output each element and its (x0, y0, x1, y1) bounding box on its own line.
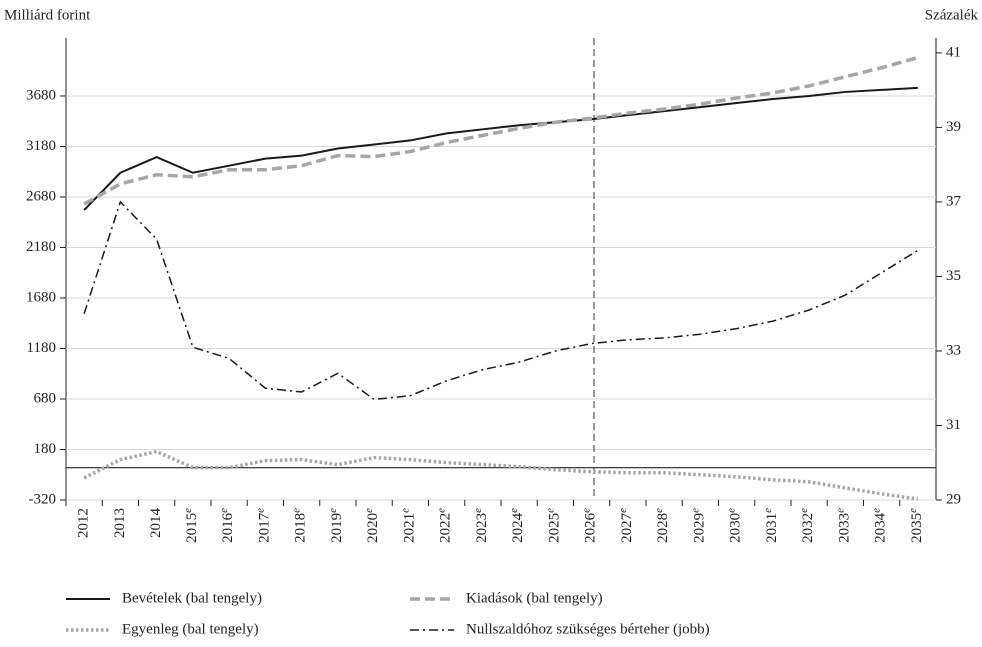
y2-tick-label: 35 (946, 268, 961, 284)
x-tick-label: 2030e (725, 508, 744, 543)
y2-tick-label: 29 (946, 491, 961, 507)
y-tick-label: 1180 (27, 340, 56, 356)
x-tick-label: 2024e (508, 508, 527, 543)
y-tick-label: 1680 (26, 289, 56, 305)
x-tick-label: 2014 (148, 508, 164, 539)
x-tick-label: 2015e (181, 508, 200, 543)
y2-axis-label: Százalék (925, 7, 979, 23)
x-tick-label: 2020e (363, 508, 382, 543)
y-tick-label: 680 (34, 390, 57, 406)
legend-label: Nullszaldóhoz szükséges bérteher (jobb) (466, 621, 710, 637)
y-tick-label: 3180 (26, 138, 56, 154)
legend-label: Bevételek (bal tengely) (122, 590, 262, 606)
y-tick-label: 2680 (26, 188, 56, 204)
y-tick-label: 3680 (26, 87, 56, 103)
x-tick-label: 2017e (254, 508, 273, 543)
x-tick-label: 2025e (544, 508, 563, 543)
legend-label: Egyenleg (bal tengely) (122, 621, 259, 637)
x-tick-label: 2029e (689, 508, 708, 543)
x-tick-label: 2034e (870, 508, 889, 543)
x-tick-label: 2026e (580, 508, 599, 543)
y-tick-label: 2180 (26, 239, 56, 255)
x-tick-label: 2033e (834, 508, 853, 543)
x-tick-label: 2031e (761, 508, 780, 543)
series-line (83, 86, 918, 211)
x-tick-label: 2013 (112, 508, 128, 538)
y-tick-label: -320 (29, 491, 57, 507)
x-tick-label: 2022e (435, 508, 454, 543)
x-tick-label: 2027e (616, 508, 635, 543)
y2-tick-label: 39 (946, 119, 961, 135)
legend-label: Kiadások (bal tengely) (466, 590, 603, 606)
series-line (83, 449, 919, 501)
x-tick-label: 2032e (798, 508, 817, 543)
x-tick-label: 2018e (290, 508, 309, 543)
y2-tick-label: 33 (946, 342, 961, 358)
y2-tick-label: 41 (946, 44, 961, 60)
x-tick-label: 2035e (906, 508, 925, 543)
y2-tick-label: 37 (946, 193, 962, 209)
series-line (83, 55, 919, 206)
y2-tick-label: 31 (946, 417, 961, 433)
x-tick-label: 2016e (218, 508, 237, 543)
x-tick-label: 2021e (399, 508, 418, 543)
x-tick-label: 2028e (653, 508, 672, 543)
y-axis-label: Milliárd forint (4, 7, 91, 23)
series-line (83, 200, 919, 401)
y-tick-label: 180 (34, 441, 57, 457)
x-tick-label: 2012 (76, 508, 92, 538)
x-tick-label: 2023e (471, 508, 490, 543)
x-tick-label: 2019e (326, 508, 345, 543)
